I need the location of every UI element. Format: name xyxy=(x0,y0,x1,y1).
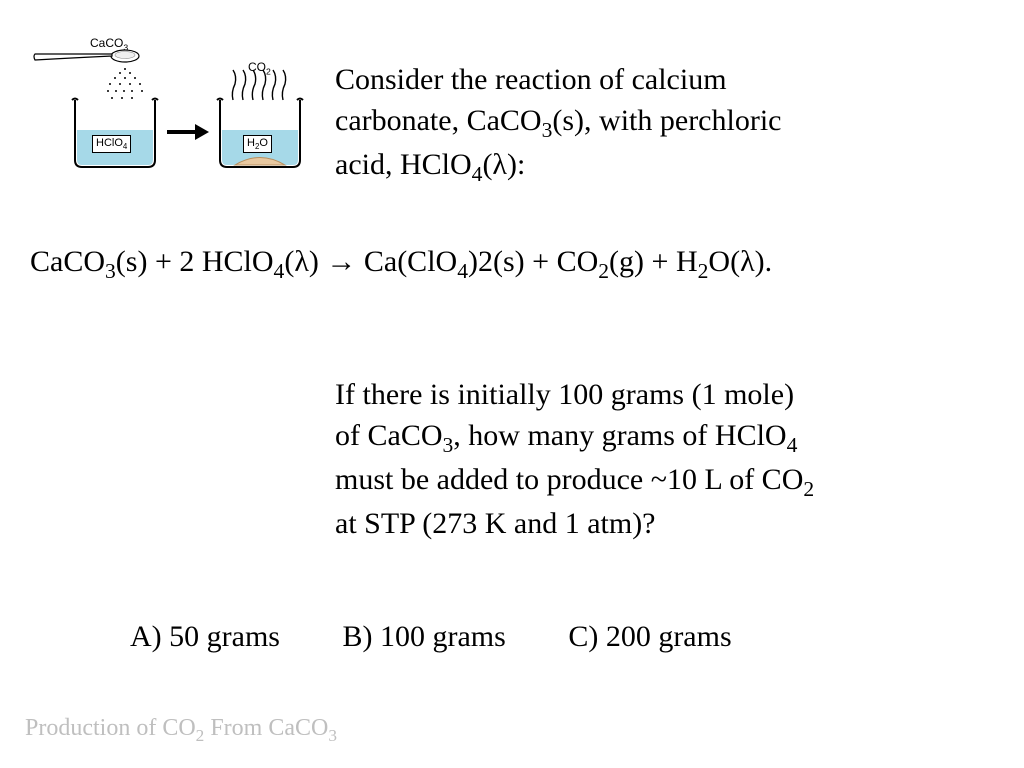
arrow-icon xyxy=(165,120,210,144)
hclo4-label: HClO4 xyxy=(92,135,131,153)
spoon-icon xyxy=(30,48,140,68)
h2o-label: H2O xyxy=(243,135,272,153)
choice-c: C) 200 grams xyxy=(568,620,731,654)
choice-b: B) 100 grams xyxy=(342,620,505,654)
slide-footer: Production of CO2 From CaCO3 xyxy=(25,715,337,746)
answer-choices: A) 50 grams B) 100 grams C) 200 grams xyxy=(130,620,930,654)
reaction-diagram: CaCO3 HClO4 xyxy=(30,50,310,170)
beaker-h2o: H2O xyxy=(215,95,305,170)
choice-a: A) 50 grams xyxy=(130,620,280,654)
chemical-equation: CaCO3(s) + 2 HClO4(λ) → Ca(ClO4)2(s) + C… xyxy=(30,245,990,284)
beaker-hclo4: HClO4 xyxy=(70,95,160,170)
intro-paragraph: Consider the reaction of calcium carbona… xyxy=(335,60,975,189)
question-paragraph: If there is initially 100 grams (1 mole)… xyxy=(335,375,975,544)
